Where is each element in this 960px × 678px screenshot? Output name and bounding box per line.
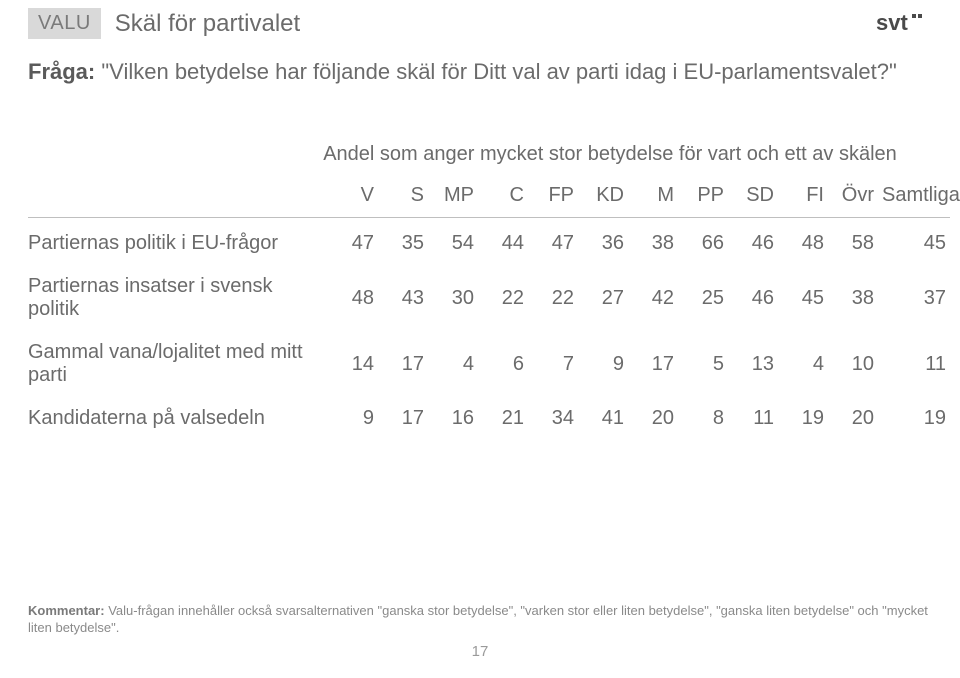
cell: 4: [778, 327, 828, 393]
cell: 27: [578, 261, 628, 327]
table-header-blank: [28, 176, 328, 218]
cell: 45: [878, 218, 950, 262]
col-header: FI: [778, 176, 828, 218]
row-label: Kandidaterna på valsedeln: [28, 393, 328, 436]
footer: Kommentar: Valu-frågan innehåller också …: [28, 602, 932, 660]
svt-logo: svt: [876, 10, 932, 41]
cell: 47: [328, 218, 378, 262]
cell: 20: [828, 393, 878, 436]
comment-text: Valu-frågan innehåller också svarsaltern…: [28, 603, 928, 636]
cell: 48: [778, 218, 828, 262]
data-table: V S MP C FP KD M PP SD FI Övr Samtliga P…: [28, 176, 950, 436]
cell: 37: [878, 261, 950, 327]
cell: 19: [778, 393, 828, 436]
cell: 58: [828, 218, 878, 262]
cell: 36: [578, 218, 628, 262]
cell: 38: [828, 261, 878, 327]
cell: 14: [328, 327, 378, 393]
page-title: Skäl för partivalet: [115, 10, 300, 38]
question-text: "Vilken betydelse har följande skäl för …: [101, 59, 896, 84]
question-line: Fråga: "Vilken betydelse har följande sk…: [28, 59, 932, 85]
cell: 6: [478, 327, 528, 393]
cell: 7: [528, 327, 578, 393]
title-group: VALU Skäl för partivalet: [28, 8, 300, 39]
cell: 25: [678, 261, 728, 327]
table-header-row: V S MP C FP KD M PP SD FI Övr Samtliga: [28, 176, 950, 218]
question-label: Fråga:: [28, 59, 95, 84]
cell: 19: [878, 393, 950, 436]
col-header: KD: [578, 176, 628, 218]
cell: 4: [428, 327, 478, 393]
col-header: MP: [428, 176, 478, 218]
cell: 30: [428, 261, 478, 327]
cell: 22: [478, 261, 528, 327]
table-row: Gammal vana/lojalitet med mitt parti 14 …: [28, 327, 950, 393]
comment-block: Kommentar: Valu-frågan innehåller också …: [28, 602, 932, 637]
cell: 46: [728, 261, 778, 327]
cell: 8: [678, 393, 728, 436]
cell: 13: [728, 327, 778, 393]
cell: 20: [628, 393, 678, 436]
col-header: C: [478, 176, 528, 218]
cell: 11: [878, 327, 950, 393]
col-header: SD: [728, 176, 778, 218]
table-row: Partiernas politik i EU-frågor 47 35 54 …: [28, 218, 950, 262]
col-header: Samtliga: [878, 176, 950, 218]
cell: 17: [378, 327, 428, 393]
cell: 54: [428, 218, 478, 262]
cell: 44: [478, 218, 528, 262]
cell: 5: [678, 327, 728, 393]
valu-badge: VALU: [28, 8, 101, 39]
col-header: V: [328, 176, 378, 218]
cell: 16: [428, 393, 478, 436]
cell: 10: [828, 327, 878, 393]
cell: 17: [628, 327, 678, 393]
row-label: Partiernas politik i EU-frågor: [28, 218, 328, 262]
cell: 48: [328, 261, 378, 327]
col-header: PP: [678, 176, 728, 218]
cell: 47: [528, 218, 578, 262]
svt-logo-text: svt: [876, 10, 908, 35]
table-row: Kandidaterna på valsedeln 9 17 16 21 34 …: [28, 393, 950, 436]
cell: 35: [378, 218, 428, 262]
cell: 43: [378, 261, 428, 327]
page: VALU Skäl för partivalet svt Fråga: "Vil…: [0, 0, 960, 678]
comment-label: Kommentar:: [28, 603, 105, 618]
cell: 9: [578, 327, 628, 393]
cell: 21: [478, 393, 528, 436]
table-subhead: Andel som anger mycket stor betydelse fö…: [28, 143, 932, 166]
col-header: M: [628, 176, 678, 218]
row-label: Gammal vana/lojalitet med mitt parti: [28, 327, 328, 393]
cell: 66: [678, 218, 728, 262]
cell: 17: [378, 393, 428, 436]
page-number: 17: [28, 643, 932, 660]
row-label: Partiernas insatser i svensk politik: [28, 261, 328, 327]
cell: 22: [528, 261, 578, 327]
cell: 46: [728, 218, 778, 262]
col-header: FP: [528, 176, 578, 218]
cell: 38: [628, 218, 678, 262]
cell: 45: [778, 261, 828, 327]
cell: 42: [628, 261, 678, 327]
cell: 41: [578, 393, 628, 436]
col-header: Övr: [828, 176, 878, 218]
table-row: Partiernas insatser i svensk politik 48 …: [28, 261, 950, 327]
cell: 34: [528, 393, 578, 436]
header: VALU Skäl för partivalet svt: [28, 8, 932, 41]
cell: 11: [728, 393, 778, 436]
col-header: S: [378, 176, 428, 218]
cell: 9: [328, 393, 378, 436]
